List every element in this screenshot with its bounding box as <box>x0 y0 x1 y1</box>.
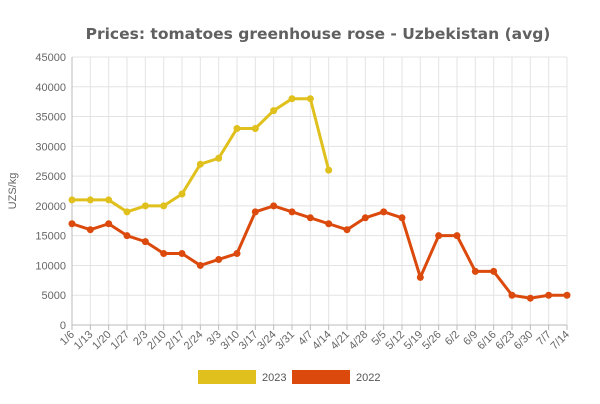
y-tick-label: 0 <box>60 320 66 332</box>
data-point-2022 <box>453 232 461 240</box>
x-tick-label: 3/10 <box>218 329 242 353</box>
x-tick-label: 1/13 <box>72 329 96 353</box>
x-tick-label: 6/2 <box>443 329 462 348</box>
x-tick-label: 4/28 <box>347 329 371 353</box>
x-tick-label: 3/24 <box>255 329 279 353</box>
y-tick-label: 45000 <box>35 52 66 64</box>
data-point-2023 <box>105 196 113 204</box>
x-tick-label: 3/17 <box>237 329 261 353</box>
x-tick-label: 6/30 <box>512 329 536 353</box>
data-point-2022 <box>435 232 443 240</box>
x-tick-label: 2/17 <box>163 329 187 353</box>
data-point-2023 <box>215 154 223 162</box>
x-tick-label: 4/14 <box>310 329 334 353</box>
data-point-2022 <box>86 226 94 234</box>
x-tick-label: 5/12 <box>383 329 407 353</box>
data-point-2022 <box>215 255 223 263</box>
y-tick-label: 25000 <box>35 171 66 183</box>
data-point-2022 <box>508 291 516 299</box>
data-point-2022 <box>141 238 149 246</box>
data-point-2022 <box>233 250 241 258</box>
data-point-2022 <box>270 202 278 210</box>
data-point-2023 <box>270 107 278 115</box>
data-point-2023 <box>306 95 314 103</box>
y-tick-label: 15000 <box>35 231 66 243</box>
chart-title: Prices: tomatoes greenhouse rose - Uzbek… <box>86 25 551 43</box>
data-point-2022 <box>105 220 113 228</box>
data-point-2022 <box>251 208 259 216</box>
data-point-2022 <box>398 214 406 222</box>
data-point-2023 <box>251 124 259 132</box>
x-tick-label: 6/23 <box>493 329 517 353</box>
data-point-2022 <box>526 294 534 302</box>
data-point-2023 <box>196 160 204 168</box>
x-tick-label: 6/16 <box>475 329 499 353</box>
x-tick-label: 4/21 <box>328 329 352 353</box>
x-tick-label: 3/31 <box>273 329 297 353</box>
data-point-2022 <box>178 250 186 258</box>
data-point-2023 <box>233 124 241 132</box>
data-point-2023 <box>178 190 186 198</box>
legend-swatch-2023 <box>198 370 256 384</box>
y-tick-label: 5000 <box>42 290 66 302</box>
y-tick-label: 40000 <box>35 82 66 94</box>
data-point-2023 <box>288 95 296 103</box>
data-point-2023 <box>86 196 94 204</box>
data-point-2023 <box>160 202 168 210</box>
y-tick-label: 20000 <box>35 201 66 213</box>
data-point-2022 <box>288 208 296 216</box>
data-point-2022 <box>343 226 351 234</box>
x-tick-label: 5/19 <box>402 329 426 353</box>
data-point-2022 <box>160 250 168 258</box>
x-tick-label: 7/14 <box>548 329 572 353</box>
y-axis-label: UZS/kg <box>7 173 19 210</box>
x-tick-label: 2/24 <box>182 329 206 353</box>
legend-swatch-2022 <box>292 370 350 384</box>
legend-label-2022: 2022 <box>356 372 380 384</box>
y-tick-label: 35000 <box>35 112 66 124</box>
x-tick-label: 1/20 <box>90 329 114 353</box>
y-tick-label: 10000 <box>35 260 66 272</box>
data-point-2023 <box>123 208 131 216</box>
legend-label-2023: 2023 <box>262 372 286 384</box>
data-point-2022 <box>416 273 424 281</box>
data-point-2023 <box>141 202 149 210</box>
series-line-2022 <box>71 204 567 300</box>
data-point-2023 <box>68 196 76 204</box>
y-tick-label: 30000 <box>35 141 66 153</box>
data-point-2022 <box>68 220 76 228</box>
data-point-2023 <box>325 166 333 174</box>
data-point-2022 <box>361 214 369 222</box>
x-tick-label: 2/10 <box>145 329 169 353</box>
x-tick-label: 1/27 <box>108 329 132 353</box>
data-point-2022 <box>325 220 333 228</box>
data-point-2022 <box>306 214 314 222</box>
data-point-2022 <box>563 291 571 299</box>
data-point-2022 <box>123 232 131 240</box>
data-point-2022 <box>490 267 498 275</box>
data-point-2022 <box>545 291 553 299</box>
data-point-2022 <box>196 261 204 269</box>
x-tick-label: 5/26 <box>420 329 444 353</box>
data-point-2022 <box>380 208 388 216</box>
data-point-2022 <box>471 267 479 275</box>
